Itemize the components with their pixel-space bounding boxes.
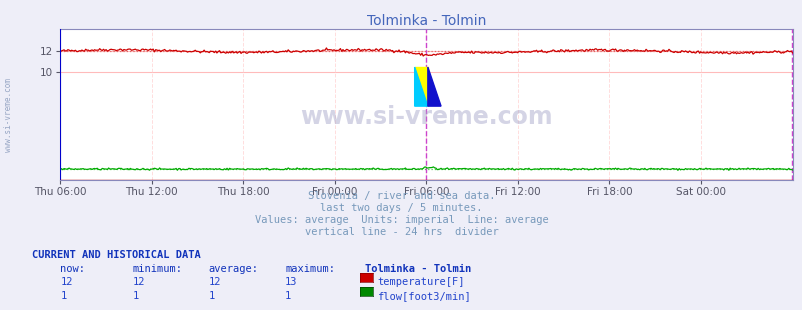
Text: last two days / 5 minutes.: last two days / 5 minutes. [320, 203, 482, 213]
Text: temperature[F]: temperature[F] [377, 277, 464, 287]
Text: 1: 1 [285, 291, 291, 301]
Text: CURRENT AND HISTORICAL DATA: CURRENT AND HISTORICAL DATA [32, 250, 200, 259]
Polygon shape [427, 67, 440, 106]
Text: minimum:: minimum: [132, 264, 182, 274]
Text: 12: 12 [209, 277, 221, 287]
Text: flow[foot3/min]: flow[foot3/min] [377, 291, 471, 301]
Title: Tolminka - Tolmin: Tolminka - Tolmin [367, 14, 485, 28]
Text: Values: average  Units: imperial  Line: average: Values: average Units: imperial Line: av… [254, 215, 548, 225]
Text: 1: 1 [60, 291, 67, 301]
Text: Tolminka - Tolmin: Tolminka - Tolmin [365, 264, 471, 274]
Text: 12: 12 [132, 277, 145, 287]
Text: now:: now: [60, 264, 85, 274]
Text: vertical line - 24 hrs  divider: vertical line - 24 hrs divider [304, 227, 498, 237]
Text: 12: 12 [60, 277, 73, 287]
Text: www.si-vreme.com: www.si-vreme.com [300, 105, 552, 129]
Text: 1: 1 [209, 291, 215, 301]
Text: average:: average: [209, 264, 258, 274]
Text: Slovenia / river and sea data.: Slovenia / river and sea data. [307, 191, 495, 201]
Text: www.si-vreme.com: www.si-vreme.com [3, 78, 13, 152]
Polygon shape [414, 67, 427, 106]
Text: 1: 1 [132, 291, 139, 301]
Text: maximum:: maximum: [285, 264, 334, 274]
Polygon shape [414, 67, 427, 106]
Text: 13: 13 [285, 277, 298, 287]
